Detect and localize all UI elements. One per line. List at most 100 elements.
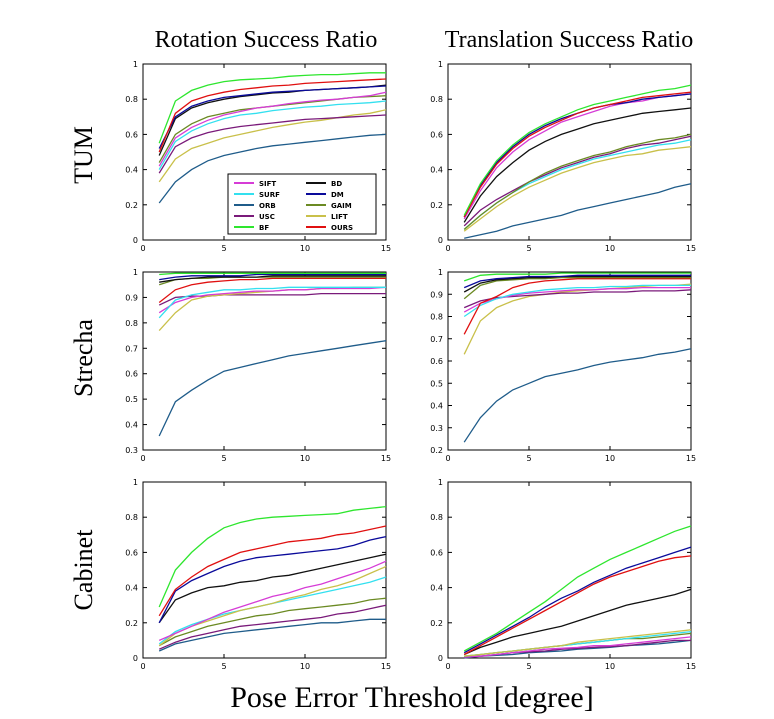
panel-cabinet-rotation-frame (142, 481, 387, 659)
y-tick-label: 0.4 (430, 402, 443, 411)
y-tick-label: 1 (438, 60, 443, 69)
y-tick-label: 0.8 (430, 313, 443, 322)
series-line-bf (158, 72, 386, 144)
x-tick-label: 5 (221, 454, 226, 463)
y-tick-label: 0.8 (430, 95, 443, 104)
x-tick-label: 10 (300, 244, 310, 253)
y-tick-label: 1 (438, 478, 443, 487)
x-tick-label: 15 (381, 454, 391, 463)
series-line-ours (463, 91, 692, 218)
y-tick-label: 0.6 (125, 370, 138, 379)
x-tick-label: 10 (300, 454, 310, 463)
y-tick-label: 0.2 (430, 201, 443, 210)
y-tick-label: 0.5 (125, 395, 138, 404)
y-tick-label: 0.2 (125, 619, 138, 628)
legend-label-gaim: GAIM (331, 202, 352, 210)
y-tick-label: 0.6 (430, 130, 443, 139)
y-tick-label: 0.6 (430, 548, 443, 557)
y-tick-label: 0 (133, 236, 138, 245)
panel-tum-rotation-frame (142, 63, 387, 241)
x-tick-label: 10 (300, 662, 310, 671)
legend-label-bd: BD (331, 180, 342, 188)
series-line-dm (463, 274, 691, 289)
y-tick-label: 0.9 (125, 293, 138, 302)
col-title-translation: Translation Success Ratio (445, 27, 693, 53)
series-line-sift (158, 560, 387, 641)
y-tick-label: 0.4 (125, 421, 138, 430)
x-tick-label: 15 (686, 662, 696, 671)
x-tick-label: 0 (140, 662, 145, 671)
x-tick-label: 0 (445, 454, 450, 463)
y-tick-label: 0.5 (430, 379, 443, 388)
x-tick-label: 15 (381, 244, 391, 253)
series-line-sift (158, 91, 387, 167)
series-line-gaim (158, 597, 387, 647)
series-line-bd (158, 553, 387, 624)
y-tick-label: 0.6 (125, 130, 138, 139)
x-tick-label: 10 (605, 454, 615, 463)
y-tick-label: 0.2 (430, 619, 443, 628)
series-line-lift (463, 146, 692, 232)
panel-strecha-rotation: 0 5 10 15 0.3 0.4 0.5 0.6 0.7 0.8 0.9 1 (125, 268, 391, 463)
series-line-ours (463, 555, 692, 656)
series-line-surf (158, 286, 386, 319)
legend-label-usc: USC (259, 213, 275, 221)
x-tick-label: 0 (140, 244, 145, 253)
series-line-lift (464, 629, 692, 657)
series-line-surf (158, 100, 387, 170)
legend: SIFT BD SURF DM ORB GAIM USC LIFT BF OURS (227, 173, 377, 235)
y-tick-label: 0.2 (125, 201, 138, 210)
legend-label-surf: SURF (259, 191, 280, 199)
series-line-orb (158, 340, 387, 437)
panel-strecha-rotation-frame (142, 271, 387, 451)
x-tick-label: 15 (381, 662, 391, 671)
y-tick-label: 0.7 (430, 335, 443, 344)
series-line-lift (158, 109, 387, 183)
row-title-cabinet: Cabinet (69, 529, 98, 611)
y-tick-label: 0.3 (125, 446, 138, 455)
y-tick-label: 0.8 (125, 319, 138, 328)
series-line-usc (158, 604, 387, 650)
y-tick-label: 0.8 (430, 513, 443, 522)
y-tick-label: 0.6 (430, 357, 443, 366)
series-line-bf (463, 525, 692, 652)
y-tick-label: 0.4 (125, 584, 138, 593)
series-line-bd (159, 275, 386, 283)
y-tick-label: 0.3 (430, 424, 443, 433)
series-line-usc (158, 114, 387, 174)
y-tick-label: 0 (133, 654, 138, 663)
x-tick-label: 5 (526, 662, 531, 671)
series-line-surf (463, 284, 691, 318)
series-line-ours (463, 278, 691, 335)
legend-label-sift: SIFT (259, 180, 276, 188)
legend-label-lift: LIFT (331, 213, 348, 221)
series-line-bd (463, 588, 692, 656)
series-line-bd (463, 275, 691, 293)
series-line-orb (158, 133, 387, 204)
x-tick-label: 0 (445, 244, 450, 253)
series-line-bf (463, 84, 692, 216)
series-line-ours (158, 277, 386, 304)
y-tick-label: 1 (438, 268, 443, 277)
panel-strecha-translation: 0 5 10 15 0.2 0.3 0.4 0.5 0.6 0.7 0.8 0.9 1 (430, 268, 696, 463)
y-tick-label: 0 (438, 236, 443, 245)
panel-cabinet-translation-frame (447, 481, 692, 659)
y-tick-label: 0.8 (125, 95, 138, 104)
series-line-dm (463, 546, 692, 654)
x-tick-label: 5 (221, 662, 226, 671)
y-tick-label: 1 (133, 60, 138, 69)
panel-tum-rotation: 0 5 10 15 0 0.2 0.4 0.6 0.8 1 (125, 60, 391, 253)
legend-label-dm: DM (331, 191, 344, 199)
legend-label-bf: BF (259, 224, 269, 232)
series-line-dm (159, 273, 386, 281)
panel-tum-translation-frame (447, 63, 692, 241)
series-line-bf (159, 272, 386, 276)
panel-tum-translation: 0 5 10 15 0 0.2 0.4 0.6 0.8 1 (430, 60, 696, 253)
y-tick-label: 0.9 (430, 290, 443, 299)
series-line-bf (463, 272, 691, 282)
x-tick-label: 5 (221, 244, 226, 253)
legend-label-orb: ORB (259, 202, 276, 210)
x-tick-label: 15 (686, 244, 696, 253)
